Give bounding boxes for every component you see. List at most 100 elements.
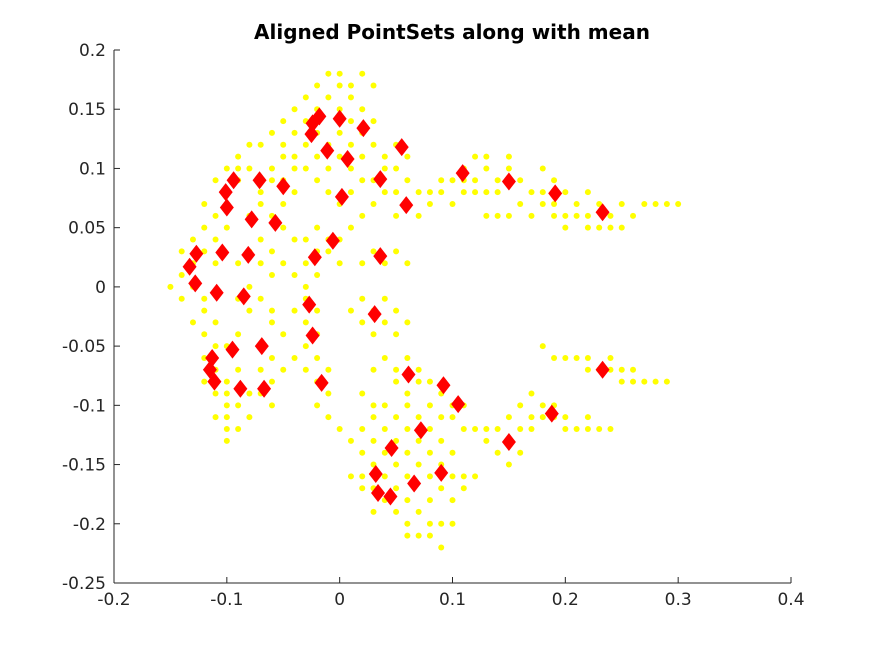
pointset-point-46 bbox=[280, 224, 287, 231]
pointset-point-298 bbox=[449, 473, 456, 480]
pointset-point-157 bbox=[370, 331, 377, 338]
y-tick-label-4: -0.05 bbox=[62, 337, 106, 357]
pointset-point-142 bbox=[393, 189, 400, 196]
pointset-point-152 bbox=[393, 307, 400, 314]
pointset-point-27 bbox=[235, 402, 242, 409]
pointset-point-324 bbox=[280, 366, 287, 373]
pointset-point-134 bbox=[291, 307, 298, 314]
pointset-point-239 bbox=[562, 414, 569, 421]
pointset-point-287 bbox=[438, 520, 445, 527]
pointset-point-172 bbox=[505, 165, 512, 172]
pointset-point-335 bbox=[370, 82, 377, 89]
pointset-point-173 bbox=[517, 177, 524, 184]
pointset-point-191 bbox=[596, 200, 603, 207]
pointset-point-182 bbox=[562, 189, 569, 196]
pointset-point-71 bbox=[268, 129, 275, 136]
pointset-point-160 bbox=[449, 177, 456, 184]
pointset-point-144 bbox=[415, 189, 422, 196]
pointset-point-246 bbox=[528, 390, 535, 397]
pointset-point-269 bbox=[359, 426, 366, 433]
y-tick-label-2: -0.15 bbox=[62, 456, 106, 476]
pointset-point-147 bbox=[415, 212, 422, 219]
pointset-point-267 bbox=[359, 390, 366, 397]
pointset-point-101 bbox=[302, 165, 309, 172]
pointset-point-81 bbox=[336, 106, 343, 113]
pointset-point-183 bbox=[562, 212, 569, 219]
pointset-point-73 bbox=[291, 129, 298, 136]
pointset-point-273 bbox=[359, 473, 366, 480]
mean-point-22 bbox=[189, 244, 204, 263]
mean-point-55 bbox=[407, 474, 422, 493]
pointset-point-221 bbox=[449, 414, 456, 421]
pointset-point-126 bbox=[314, 354, 321, 361]
pointset-point-329 bbox=[280, 200, 287, 207]
pointset-point-164 bbox=[438, 189, 445, 196]
pointset-point-319 bbox=[404, 532, 411, 539]
pointset-point-118 bbox=[336, 260, 343, 267]
pointset-point-236 bbox=[539, 414, 546, 421]
pointset-point-13 bbox=[246, 165, 253, 172]
pointset-point-215 bbox=[404, 390, 411, 397]
pointset-point-17 bbox=[212, 319, 219, 326]
pointset-point-229 bbox=[494, 449, 501, 456]
x-tick-label-5: 0.3 bbox=[665, 590, 692, 610]
mean-point-21 bbox=[268, 213, 283, 232]
pointset-point-92 bbox=[336, 153, 343, 160]
pointset-point-204 bbox=[551, 212, 558, 219]
mean-point-33 bbox=[207, 372, 222, 391]
pointset-point-167 bbox=[494, 177, 501, 184]
x-tick-label-1: -0.1 bbox=[210, 590, 243, 610]
pointset-point-83 bbox=[347, 118, 354, 125]
mean-point-6 bbox=[320, 141, 335, 160]
pointset-point-265 bbox=[630, 366, 637, 373]
pointset-point-219 bbox=[426, 402, 433, 409]
pointset-point-307 bbox=[381, 402, 388, 409]
pointset-point-138 bbox=[370, 248, 377, 255]
mean-point-49 bbox=[413, 421, 428, 440]
pointset-point-44 bbox=[291, 189, 298, 196]
mean-point-54 bbox=[434, 463, 449, 482]
pointset-point-139 bbox=[393, 248, 400, 255]
pointset-point-303 bbox=[438, 485, 445, 492]
pointset-point-225 bbox=[472, 426, 479, 433]
pointset-point-250 bbox=[539, 343, 546, 350]
pointset-point-91 bbox=[325, 165, 332, 172]
pointset-point-65 bbox=[201, 200, 208, 207]
pointset-point-41 bbox=[268, 165, 275, 172]
pointset-point-316 bbox=[426, 426, 433, 433]
pointset-point-256 bbox=[607, 366, 614, 373]
pointset-point-129 bbox=[325, 390, 332, 397]
pointset-point-5 bbox=[201, 295, 208, 302]
pointset-point-228 bbox=[494, 426, 501, 433]
pointset-point-283 bbox=[415, 532, 422, 539]
pointset-point-106 bbox=[393, 165, 400, 172]
pointset-point-257 bbox=[618, 378, 625, 385]
pointset-point-137 bbox=[381, 260, 388, 267]
pointset-point-260 bbox=[652, 378, 659, 385]
chart-title: Aligned PointSets along with mean bbox=[254, 20, 650, 44]
mean-point-28 bbox=[236, 287, 251, 306]
pointset-point-270 bbox=[370, 437, 377, 444]
mean-point-40 bbox=[325, 231, 340, 250]
pointset-point-122 bbox=[314, 307, 321, 314]
pointset-point-310 bbox=[347, 473, 354, 480]
pointset-point-198 bbox=[663, 200, 670, 207]
pointset-point-189 bbox=[573, 212, 580, 219]
pointset-point-98 bbox=[325, 189, 332, 196]
mean-point-30 bbox=[254, 337, 269, 356]
pointset-point-179 bbox=[483, 212, 490, 219]
pointset-point-249 bbox=[528, 426, 535, 433]
mean-point-41 bbox=[373, 247, 388, 266]
pointset-point-107 bbox=[404, 153, 411, 160]
y-tick-label-0: -0.25 bbox=[62, 574, 106, 594]
mean-point-4 bbox=[394, 138, 409, 157]
pointset-point-123 bbox=[302, 319, 309, 326]
pointset-point-115 bbox=[302, 236, 309, 243]
pointset-point-62 bbox=[178, 295, 185, 302]
pointset-point-196 bbox=[641, 200, 648, 207]
pointset-point-49 bbox=[268, 272, 275, 279]
pointset-point-99 bbox=[314, 177, 321, 184]
pointset-point-66 bbox=[212, 177, 219, 184]
pointset-point-158 bbox=[381, 295, 388, 302]
